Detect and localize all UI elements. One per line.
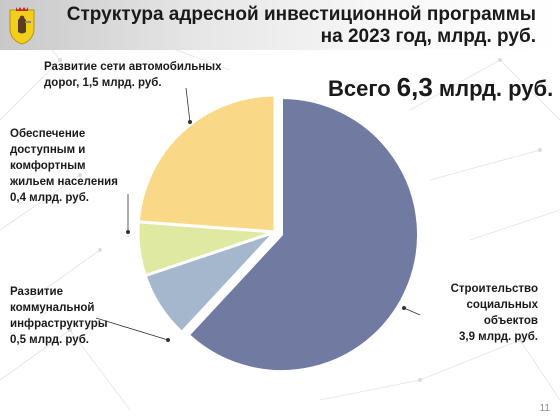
leader-line-utilities xyxy=(95,317,169,341)
label-housing-line-1: Обеспечение xyxy=(10,128,86,140)
slide-title: Структура адресной инвестиционной програ… xyxy=(66,4,536,48)
label-roads-line-1: Развитие сети автомобильных xyxy=(44,61,222,73)
page-number: 11 xyxy=(539,403,550,414)
label-roads-line-2: дорог, 1,5 млрд. руб. xyxy=(44,77,162,89)
label-social-line-1: Строительство xyxy=(450,283,538,295)
coat-of-arms-icon xyxy=(9,7,35,45)
leader-line-roads xyxy=(185,87,191,123)
leader-dot-utilities xyxy=(166,338,170,342)
label-social-line-2: социальных объектов xyxy=(466,299,539,327)
label-utilities-line-4: 0,5 млрд. руб. xyxy=(10,334,89,346)
label-social-line-3: 3,9 млрд. руб. xyxy=(459,331,538,343)
leader-dot-social xyxy=(402,306,406,310)
label-housing-line-2: доступным и xyxy=(10,144,86,156)
label-roads: Развитие сети автомобильных дорог, 1,5 м… xyxy=(44,59,222,91)
total-unit: млрд. руб. xyxy=(438,76,554,101)
total-summary: Всего 6,3 млрд. руб. xyxy=(328,72,553,103)
label-utilities-line-1: Развитие xyxy=(10,286,64,298)
title-line-2: на 2023 год, млрд. руб. xyxy=(320,26,536,47)
label-housing-line-3: комфортным xyxy=(10,160,86,172)
total-value: 6,3 xyxy=(396,72,433,102)
pie-slice-social xyxy=(186,96,420,373)
title-line-1: Структура адресной инвестиционной програ… xyxy=(66,4,536,25)
label-utilities-line-3: инфраструктуры xyxy=(10,318,108,330)
label-housing: Обеспечение доступным и комфортным жилье… xyxy=(10,126,118,206)
pie-slice-roads xyxy=(136,93,277,234)
leader-dot-roads xyxy=(188,120,192,124)
label-housing-line-5: 0,4 млрд. руб. xyxy=(10,192,89,204)
label-utilities: Развитие коммунальной инфраструктуры 0,5… xyxy=(10,284,108,348)
label-social: Строительство социальных объектов 3,9 мл… xyxy=(410,281,538,345)
label-housing-line-4: жильем населения xyxy=(10,176,118,188)
leader-line-social xyxy=(403,307,421,316)
leader-dot-housing xyxy=(126,230,130,234)
title-band xyxy=(0,0,560,50)
total-prefix: Всего xyxy=(328,76,391,101)
label-utilities-line-2: коммунальной xyxy=(10,302,95,314)
